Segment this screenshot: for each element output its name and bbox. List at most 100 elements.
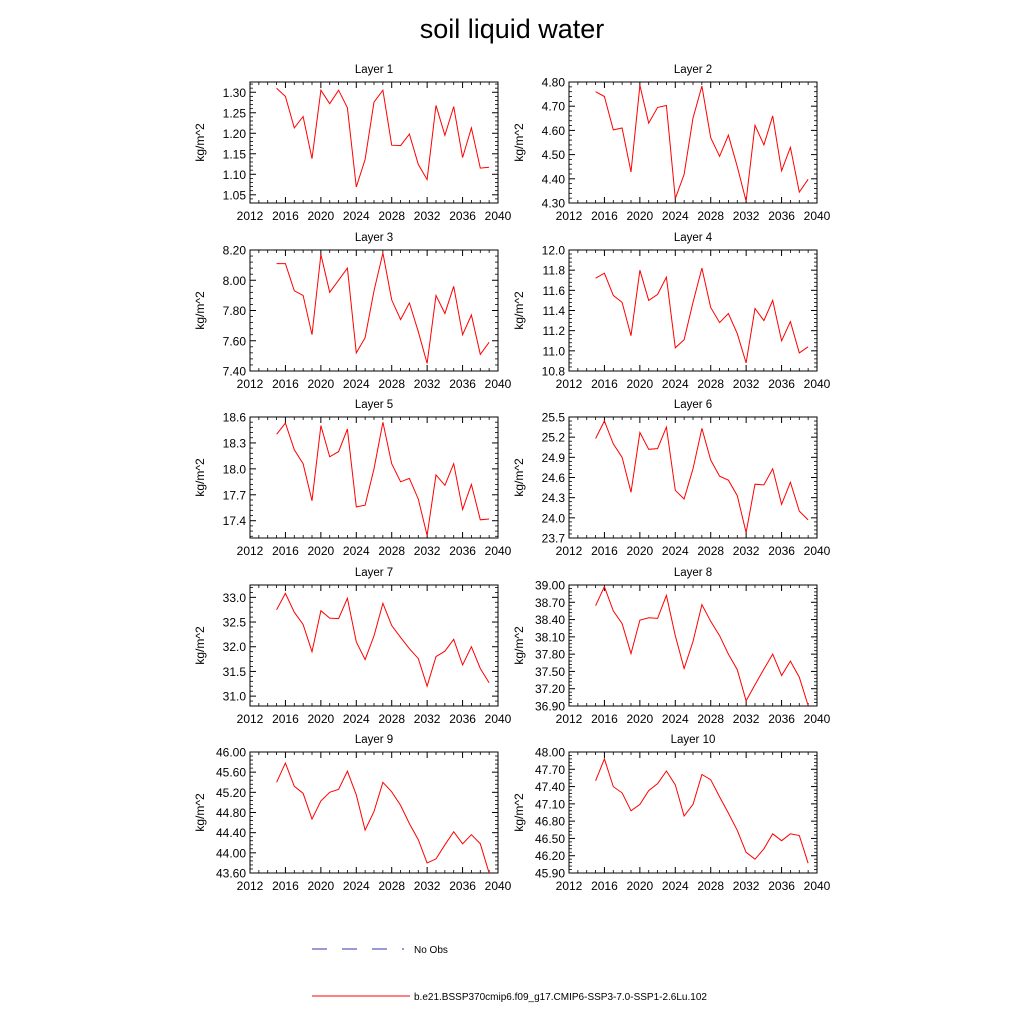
x-tick-label: 2024: [662, 879, 689, 893]
x-tick-label: 2020: [308, 712, 335, 726]
y-tick-label: 43.60: [216, 867, 246, 881]
series-line: [595, 419, 809, 533]
y-axis-label: kg/m^2: [512, 793, 526, 832]
x-tick-label: 2016: [272, 544, 299, 558]
series-line: [276, 592, 490, 688]
panel-layer-3: Layer 3 2012 2016 2020 2024 2028 2032 2036 2040 7…: [193, 232, 512, 391]
y-tick-label: 17.7: [223, 488, 247, 502]
y-tick-label: 7.80: [223, 304, 247, 318]
series-line: [276, 422, 490, 536]
y-tick-label: 11.4: [543, 304, 566, 318]
y-tick-label: 1.15: [223, 147, 247, 161]
x-tick-label: 2032: [733, 879, 760, 893]
y-tick-label: 7.60: [223, 334, 247, 348]
y-tick-label: 11.6: [543, 284, 566, 298]
x-tick-label: 2024: [662, 377, 689, 391]
x-tick-label: 2020: [308, 879, 335, 893]
series-line: [595, 267, 809, 364]
x-tick-label: 2024: [662, 712, 689, 726]
x-tick-label: 2024: [343, 712, 370, 726]
plot-frame: [249, 81, 499, 204]
plot-frame: [568, 751, 818, 874]
plot-frame: [568, 584, 818, 707]
x-tick-label: 2040: [485, 879, 512, 893]
x-tick-label: 2016: [591, 209, 618, 223]
y-tick-label: 12.0: [542, 244, 566, 258]
panel-title: Layer 4: [674, 232, 713, 244]
y-tick-label: 46.50: [535, 832, 565, 846]
x-tick-label: 2020: [308, 209, 335, 223]
y-tick-label: 47.10: [535, 797, 565, 811]
y-axis-label: kg/m^2: [512, 123, 526, 162]
x-tick-label: 2016: [591, 879, 618, 893]
y-tick-label: 24.0: [542, 511, 566, 525]
y-tick-label: 24.3: [542, 491, 566, 505]
panel-title: Layer 6: [674, 399, 712, 411]
panel-layer-2: Layer 2 2012 2016 2020 2024 2028 2032 2036 2040 4…: [512, 64, 831, 223]
x-tick-label: 2024: [662, 544, 689, 558]
x-tick-label: 2036: [768, 209, 795, 223]
x-tick-label: 2036: [449, 209, 476, 223]
panel-title: Layer 5: [355, 399, 393, 411]
y-tick-label: 38.40: [535, 613, 565, 627]
y-tick-label: 48.00: [535, 746, 565, 760]
x-tick-label: 2028: [378, 879, 405, 893]
panel-title: Layer 9: [355, 734, 393, 746]
panel-layer-6: Layer 6 2012 2016 2020 2024 2028 2032 2036 2040 2…: [512, 399, 831, 558]
panel-title: Layer 8: [674, 567, 712, 579]
x-tick-label: 2028: [378, 544, 405, 558]
series-line: [595, 85, 809, 202]
y-tick-label: 46.20: [535, 849, 565, 863]
x-tick-label: 2020: [627, 712, 654, 726]
plot-frame: [249, 416, 499, 539]
x-tick-label: 2020: [627, 879, 654, 893]
x-tick-label: 2036: [768, 879, 795, 893]
x-tick-label: 2032: [733, 377, 760, 391]
y-tick-label: 1.10: [223, 168, 247, 182]
x-tick-label: 2040: [804, 712, 831, 726]
x-tick-label: 2028: [697, 377, 724, 391]
y-tick-label: 37.50: [535, 665, 565, 679]
x-tick-label: 2040: [485, 712, 512, 726]
y-tick-label: 1.25: [223, 106, 247, 120]
x-tick-label: 2028: [697, 712, 724, 726]
x-tick-label: 2012: [556, 712, 583, 726]
y-tick-label: 47.40: [535, 780, 565, 794]
y-tick-label: 1.20: [223, 127, 247, 141]
x-tick-label: 2028: [378, 209, 405, 223]
y-axis-label: kg/m^2: [512, 291, 526, 330]
y-tick-label: 46.00: [216, 746, 246, 760]
series-line: [276, 87, 490, 188]
y-tick-label: 33.0: [223, 591, 247, 605]
y-tick-label: 44.80: [216, 806, 246, 820]
x-tick-label: 2036: [768, 377, 795, 391]
y-tick-label: 17.4: [223, 514, 247, 528]
x-tick-label: 2032: [414, 377, 441, 391]
x-tick-label: 2024: [343, 544, 370, 558]
x-tick-label: 2032: [733, 209, 760, 223]
y-tick-label: 45.90: [535, 867, 565, 881]
legend: No Obs b.e21.BSSP370cmip6.f09_g17.CMIP6-S…: [312, 945, 707, 1003]
x-tick-label: 2016: [272, 879, 299, 893]
panel-title: Layer 2: [674, 64, 712, 76]
y-tick-label: 46.80: [535, 815, 565, 829]
y-tick-label: 24.6: [542, 471, 566, 485]
x-tick-label: 2036: [449, 879, 476, 893]
y-tick-label: 4.40: [542, 172, 566, 186]
panel-layer-10: Layer 10 2012 2016 2020 2024 2028 2032 2036 2040…: [512, 734, 831, 893]
y-tick-label: 4.70: [542, 100, 566, 114]
panel-title: Layer 1: [355, 64, 393, 76]
y-tick-label: 8.00: [223, 274, 247, 288]
y-tick-label: 1.30: [223, 86, 247, 100]
x-tick-label: 2032: [414, 209, 441, 223]
panel-layer-7: Layer 7 2012 2016 2020 2024 2028 2032 2036 2040 3…: [193, 567, 512, 726]
x-tick-label: 2036: [449, 544, 476, 558]
chart-title: soil liquid water: [419, 14, 605, 44]
x-tick-label: 2012: [237, 209, 264, 223]
panel-title: Layer 7: [355, 567, 393, 579]
x-tick-label: 2016: [591, 712, 618, 726]
x-tick-label: 2028: [697, 544, 724, 558]
x-tick-label: 2040: [485, 377, 512, 391]
y-tick-label: 38.10: [535, 630, 565, 644]
x-tick-label: 2040: [804, 879, 831, 893]
